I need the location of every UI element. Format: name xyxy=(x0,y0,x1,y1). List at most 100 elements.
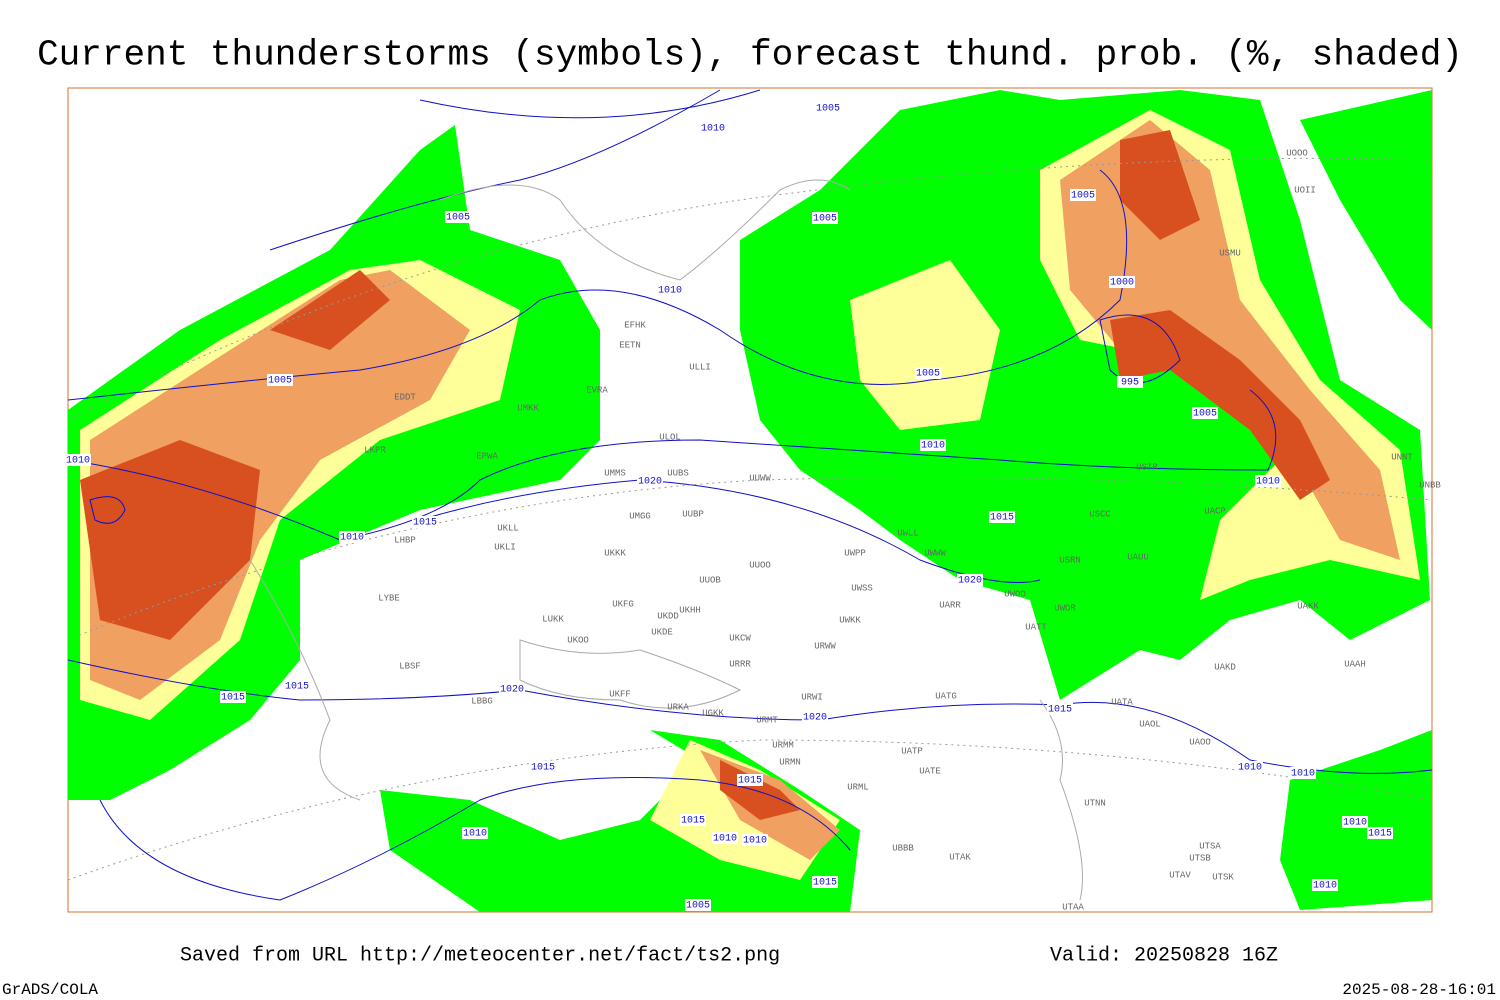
isobar-label: 1010 xyxy=(1343,818,1367,829)
isobar-label-bg xyxy=(680,814,706,826)
station-label: USTR xyxy=(1136,462,1158,472)
valid-time: Valid: 20250828 16Z xyxy=(1050,944,1278,967)
isobar-label: 1015 xyxy=(221,693,245,704)
station-label: UACP xyxy=(1204,506,1226,516)
station-label: URWI xyxy=(801,692,823,702)
station-labels: EFHK EETN EVRA ULLI ULOL UMMS UUBS UUWW UMGG UUBP… xyxy=(364,148,1441,912)
station-label: UKFF xyxy=(609,689,631,699)
station-label: UAOO xyxy=(1189,737,1211,747)
station-label: UKKK xyxy=(604,548,626,558)
isobar-label: 1010 xyxy=(1291,769,1315,780)
isobar-label: 1010 xyxy=(66,456,90,467)
station-label: UTSA xyxy=(1199,841,1221,851)
isobar-label: 1010 xyxy=(1256,477,1280,488)
station-label: UATA xyxy=(1111,697,1133,707)
isobar-label-bg xyxy=(915,367,941,379)
station-label: LBSF xyxy=(399,661,421,671)
station-label: UKCW xyxy=(729,633,751,643)
station-label: UBBB xyxy=(892,843,914,853)
isobar-label: 1015 xyxy=(413,518,437,529)
isobar-label-bg xyxy=(462,827,488,839)
station-label: LBBG xyxy=(471,696,493,706)
station-label: URML xyxy=(847,782,869,792)
isobar-label: 1010 xyxy=(1238,763,1262,774)
timestamp: 2025-08-28-16:01 xyxy=(1342,981,1496,999)
station-label: URMM xyxy=(772,740,794,750)
station-label: UAKK xyxy=(1297,601,1319,611)
isobar-label-bg xyxy=(657,284,683,296)
isobar-label: 1015 xyxy=(1368,829,1392,840)
station-label: URRR xyxy=(729,659,751,669)
station-label: EVRA xyxy=(586,385,608,395)
isobar-label-bg xyxy=(1192,407,1218,419)
graticule xyxy=(67,157,1433,881)
station-label: URMT xyxy=(756,715,778,725)
isobar-label-bg xyxy=(1367,827,1393,839)
isobar-label: 1010 xyxy=(701,124,725,135)
isobar-label-bg xyxy=(812,876,838,888)
isobar-labels: 1010 1005 1005 1005 1005 1000 995 1005 1005 1005 1… xyxy=(65,102,1393,912)
station-label: UKFG xyxy=(612,599,634,609)
isobar-label-bg xyxy=(1070,189,1096,201)
title: Current thunderstorms (symbols), forecas… xyxy=(37,35,1463,76)
footer: Saved from URL http://meteocenter.net/fa… xyxy=(2,944,1496,999)
station-label: UWKK xyxy=(839,615,861,625)
station-label: UTSB xyxy=(1189,853,1211,863)
isobar-label: 1005 xyxy=(813,214,837,225)
isobar-label: 1005 xyxy=(1193,409,1217,420)
station-label: USRN xyxy=(1059,555,1081,565)
station-label: UAAH xyxy=(1344,659,1366,669)
isobar-label-bg xyxy=(1047,703,1073,715)
isobar-label: 1005 xyxy=(268,376,292,387)
isobar-label-bg xyxy=(1117,376,1143,388)
station-label: URWW xyxy=(814,641,836,651)
station-label: UUWW xyxy=(749,473,771,483)
coastlines xyxy=(249,179,1083,901)
station-label: UUBP xyxy=(682,509,704,519)
station-label: UTNN xyxy=(1084,798,1106,808)
isobar-label-bg xyxy=(742,834,768,846)
station-label: UAOL xyxy=(1139,719,1161,729)
station-label: UKDD xyxy=(657,611,679,621)
isobar-label-bg xyxy=(267,374,293,386)
isobar-label-bg xyxy=(989,511,1015,523)
station-label: UWPP xyxy=(844,548,866,558)
source-url: Saved from URL http://meteocenter.net/fa… xyxy=(180,944,780,967)
station-label: UTAA xyxy=(1062,902,1084,912)
station-label: UGKK xyxy=(702,708,724,718)
station-label: LYBE xyxy=(378,593,400,603)
station-label: UOII xyxy=(1294,185,1316,195)
isobar-label: 1010 xyxy=(463,829,487,840)
station-label: EETN xyxy=(619,340,641,350)
isobar-label-bg xyxy=(412,516,438,528)
station-label: ULLI xyxy=(689,362,711,372)
isobar-label: 1010 xyxy=(1313,881,1337,892)
isobar-label: 1020 xyxy=(958,576,982,587)
station-label: UWLL xyxy=(897,528,919,538)
station-label: UUOB xyxy=(699,575,721,585)
isobar-label-bg xyxy=(1109,276,1135,288)
isobar-label-bg xyxy=(445,211,471,223)
isobar-label-bg xyxy=(530,761,556,773)
station-label: UKHH xyxy=(679,605,701,615)
station-label: URMN xyxy=(779,757,801,767)
station-label: UMKK xyxy=(517,403,539,413)
isobar-label-bg xyxy=(712,832,738,844)
isobar-label: 1005 xyxy=(816,104,840,115)
station-label: UTAK xyxy=(949,852,971,862)
isobar-label: 1005 xyxy=(916,369,940,380)
station-label: UARR xyxy=(939,600,961,610)
isobar-label-bg xyxy=(637,475,663,487)
software: GrADS/COLA xyxy=(2,981,98,999)
station-label: UKDE xyxy=(651,627,673,637)
station-label: UWOO xyxy=(1004,589,1026,599)
isobar-label-bg xyxy=(1290,767,1316,779)
isobar-label: 1020 xyxy=(500,685,524,696)
station-label: UWOR xyxy=(1054,603,1076,613)
station-label: UAKD xyxy=(1214,662,1236,672)
isobar-label-bg xyxy=(499,683,525,695)
isobar-label: 1010 xyxy=(743,836,767,847)
isobar-label: 1015 xyxy=(681,816,705,827)
station-label: EPWA xyxy=(476,451,498,461)
